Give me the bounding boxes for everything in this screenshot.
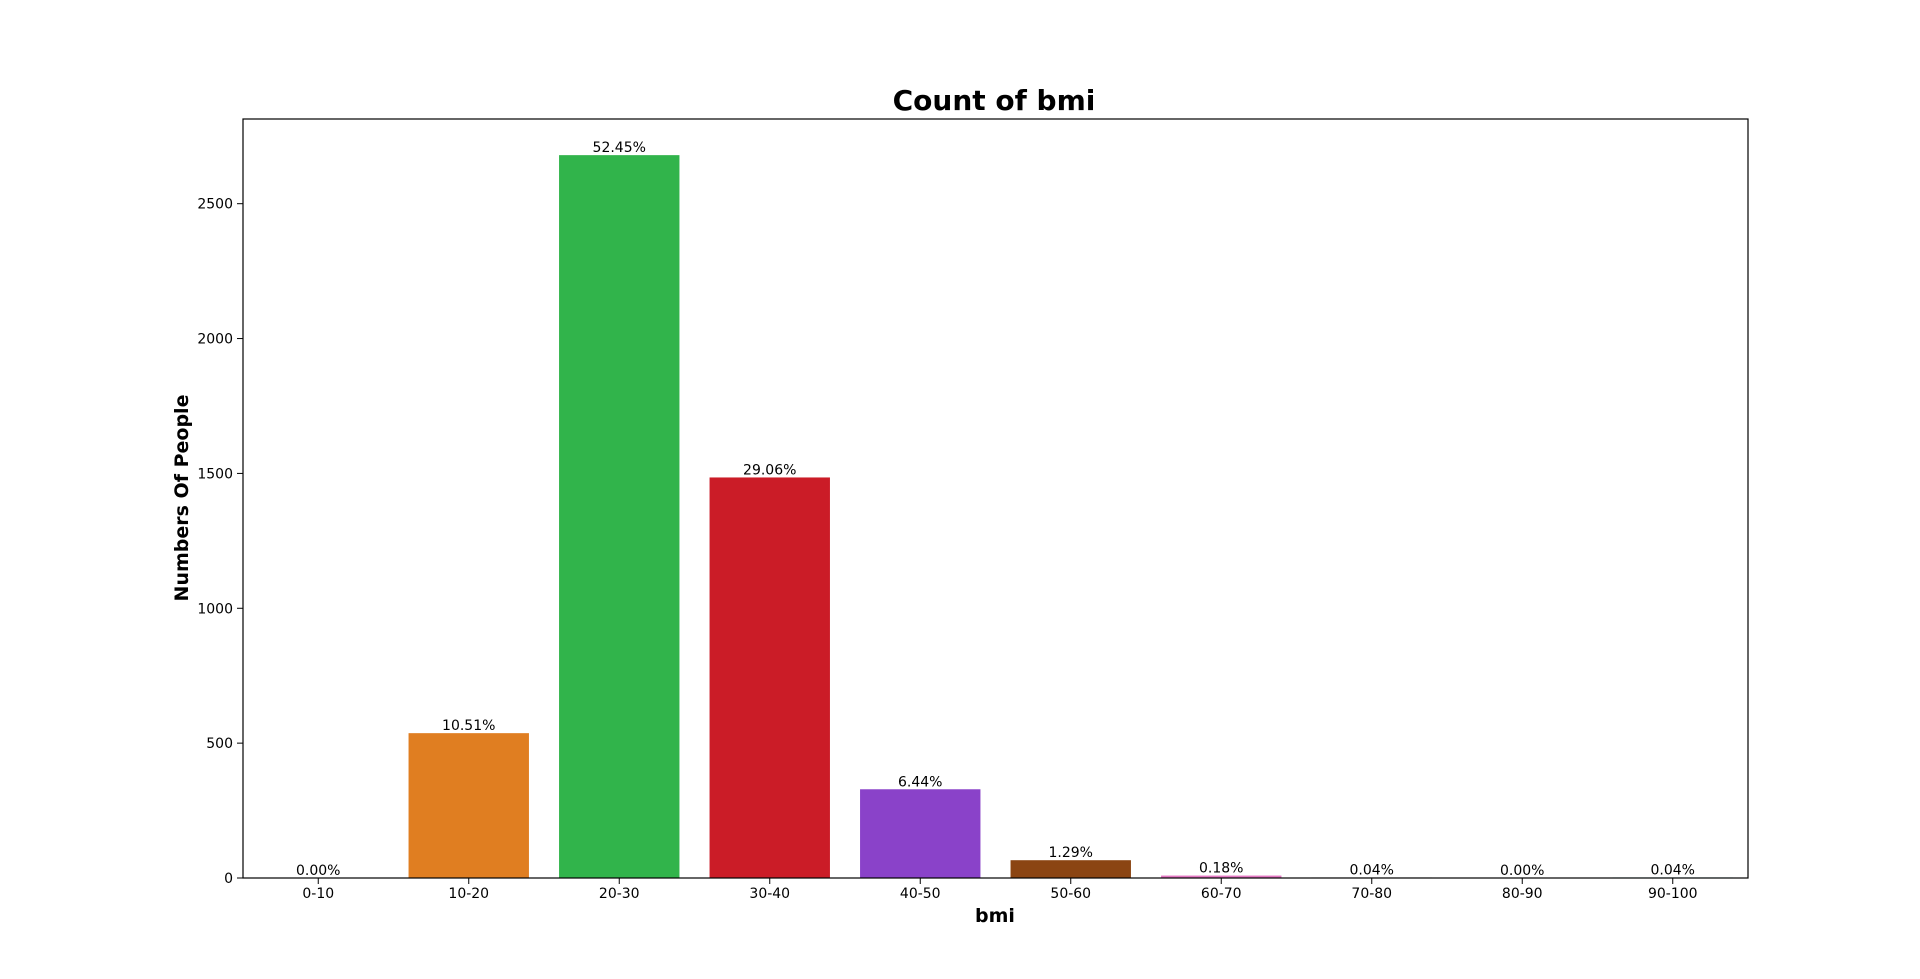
x-tick-label-10-20: 10-20 xyxy=(448,886,489,902)
y-tick-label-2000: 2000 xyxy=(197,332,233,348)
bar-50-60 xyxy=(1010,860,1131,878)
data-label-40-50: 6.44% xyxy=(898,774,942,790)
x-axis-label: bmi xyxy=(975,905,1015,927)
data-label-20-30: 52.45% xyxy=(593,140,646,156)
data-label-0-10: 0.00% xyxy=(296,863,340,879)
data-label-60-70: 0.18% xyxy=(1199,861,1243,877)
x-tick-label-70-80: 70-80 xyxy=(1351,886,1392,902)
data-label-70-80: 0.04% xyxy=(1350,862,1394,878)
y-tick-label-1500: 1500 xyxy=(197,466,233,482)
data-label-80-90: 0.00% xyxy=(1500,863,1544,879)
y-tick-label-0: 0 xyxy=(224,871,233,887)
x-tick-label-20-30: 20-30 xyxy=(599,886,640,902)
bar-40-50 xyxy=(860,789,981,878)
x-tick-label-90-100: 90-100 xyxy=(1648,886,1698,902)
y-tick-label-500: 500 xyxy=(206,736,233,752)
x-tick-label-80-90: 80-90 xyxy=(1502,886,1543,902)
plot-area: 0.00% 10.51% 52.45% 29.06% 6.44% 1.29% 0.18% 0.… xyxy=(296,140,1733,879)
y-axis-label: Numbers Of People xyxy=(171,395,193,602)
chart-title: Count of bmi xyxy=(893,84,1096,117)
bar-60-70 xyxy=(1161,875,1282,878)
y-axis-ticks: 0 500 1000 1500 2000 2500 xyxy=(197,197,243,887)
data-label-10-20: 10.51% xyxy=(442,718,495,734)
x-tick-label-50-60: 50-60 xyxy=(1050,886,1091,902)
x-tick-label-30-40: 30-40 xyxy=(749,886,790,902)
y-tick-label-2500: 2500 xyxy=(197,197,233,213)
bar-30-40 xyxy=(709,477,830,878)
plot-frame xyxy=(242,118,1749,879)
x-axis-ticks: 0-10 10-20 20-30 30-40 40-50 50-60 60-70 70-80 8… xyxy=(302,878,1698,902)
x-tick-label-40-50: 40-50 xyxy=(900,886,941,902)
data-label-30-40: 29.06% xyxy=(743,462,796,478)
x-tick-label-0-10: 0-10 xyxy=(302,886,334,902)
data-label-90-100: 0.04% xyxy=(1651,862,1695,878)
bar-10-20 xyxy=(408,733,529,878)
data-label-50-60: 1.29% xyxy=(1049,845,1093,861)
bar-20-30 xyxy=(559,155,680,879)
y-tick-label-1000: 1000 xyxy=(197,601,233,617)
x-tick-label-60-70: 60-70 xyxy=(1201,886,1242,902)
